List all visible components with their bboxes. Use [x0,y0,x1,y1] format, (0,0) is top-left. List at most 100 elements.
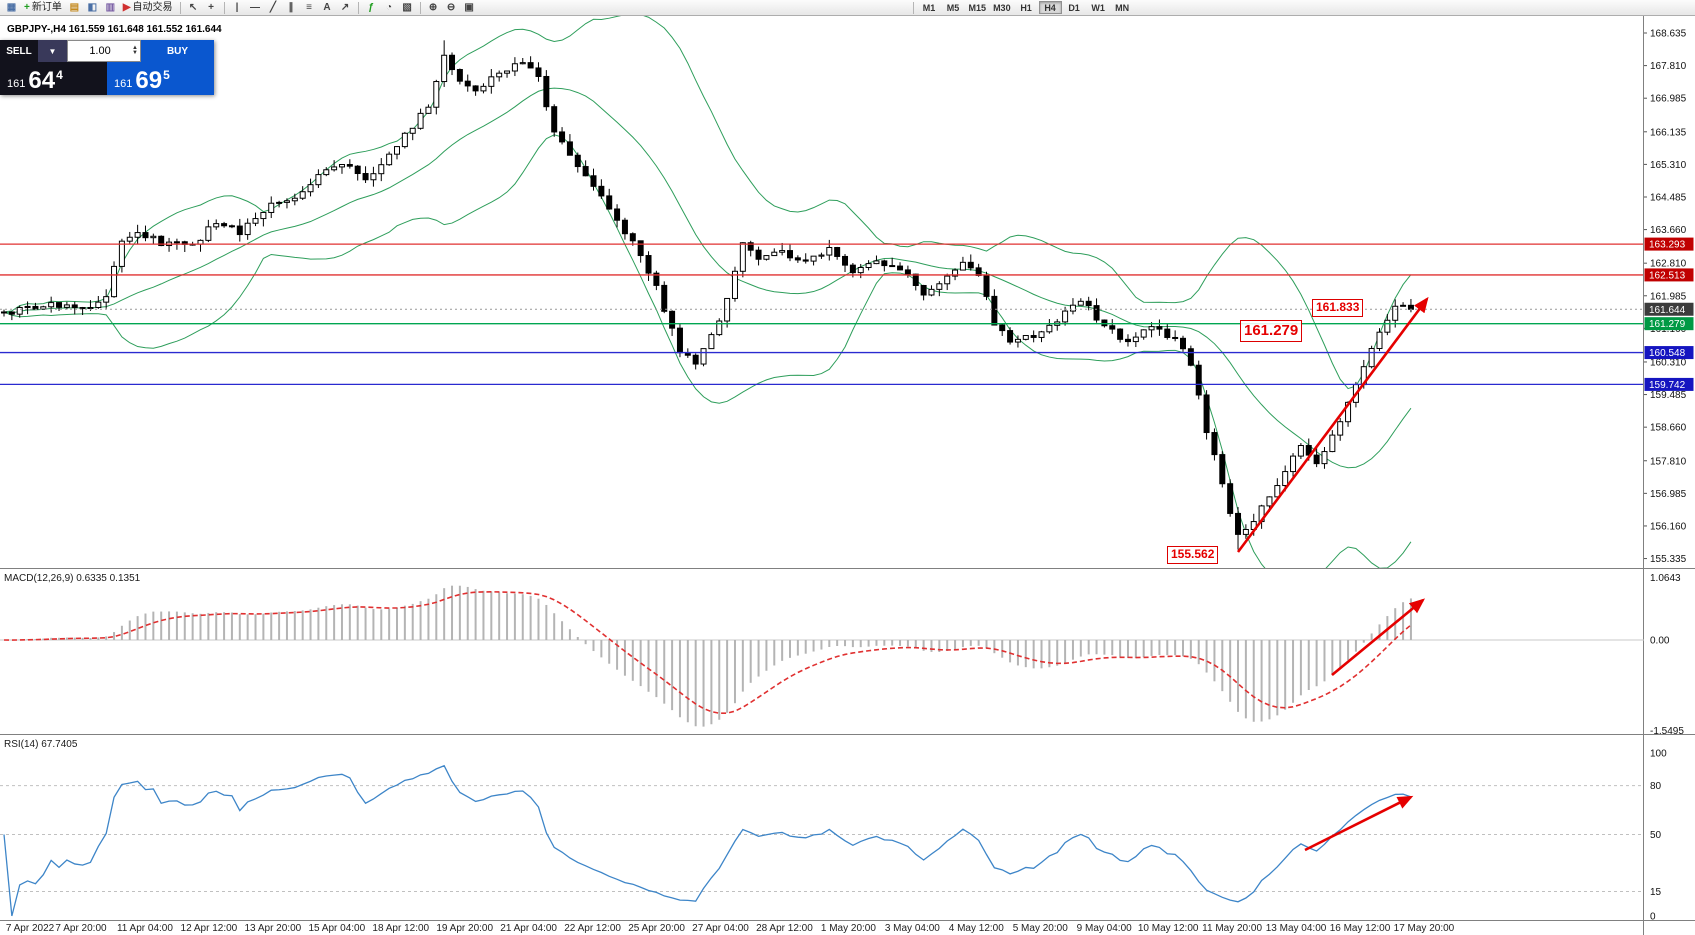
price-tag [1644,377,1694,391]
horizontal-line-icon[interactable]: ― [247,1,264,15]
svg-text:162.513: 162.513 [1649,270,1686,281]
timeframe-h1[interactable]: H1 [1020,2,1032,13]
time-axis-label: 11 May 20:00 [1202,923,1262,934]
price-annotation-161833[interactable]: 161.833 [1312,299,1364,317]
timeframe-mn[interactable]: MN [1115,2,1130,13]
price-annotation-155562[interactable]: 155.562 [1167,546,1219,564]
rsi-axis-tick: 80 [1650,781,1662,792]
market-watch-icon: ▤ [69,1,80,13]
templates-icon[interactable]: ▧ [399,1,416,15]
time-axis-label: 11 Apr 04:00 [117,923,173,934]
sell-button[interactable]: SELL [0,40,38,62]
navigator-icon[interactable]: ▥ [102,1,119,15]
buy-button[interactable]: BUY [141,40,214,62]
text-label-icon[interactable]: A [319,1,336,15]
channel-icon: ∥ [288,1,294,13]
time-axis-label: 7 Apr 20:00 [55,923,107,934]
arrow-tools-icon: ↗ [340,1,350,13]
trendline-icon: ╱ [270,1,277,13]
time-axis-label: 9 May 04:00 [1077,923,1132,934]
vertical-line-icon[interactable]: | [229,1,246,15]
time-axis-label: 27 Apr 04:00 [692,923,749,934]
rsi-axis-tick: 0 [1650,912,1656,923]
tile-windows-icon[interactable]: ▣ [461,1,478,15]
channel-icon[interactable]: ∥ [283,1,300,15]
bid-price-button[interactable]: 161 64 4 [0,62,107,95]
volume-input[interactable]: 1.00 ▲ ▼ [67,40,141,62]
timeframe-m15[interactable]: M15 [968,2,987,13]
time-axis-label: 21 Apr 04:00 [500,923,557,934]
indicators-icon[interactable]: ƒ [363,1,380,15]
price-axis-tick: 166.985 [1650,94,1687,105]
bollinger-band [3,87,1412,469]
data-window-icon[interactable]: ◧ [84,1,101,15]
price-axis-tick: 162.810 [1650,259,1687,270]
toolbar-separator [223,1,225,14]
macd-axis-tick: -1.5495 [1650,726,1684,737]
crosshair-icon: + [208,1,214,13]
time-axis-label: 28 Apr 12:00 [756,923,813,934]
price-axis-tick: 166.135 [1650,127,1687,138]
order-type-dropdown[interactable]: ▼ [38,40,67,62]
time-axis-label: 1 May 20:00 [821,923,876,934]
timeframe-m1[interactable]: M1 [922,2,936,13]
trend-arrow [1304,795,1414,852]
market-watch-icon[interactable]: ▤ [66,1,83,15]
macd-indicator-label: MACD(12,26,9) 0.6335 0.1351 [4,573,141,584]
new-order-button[interactable]: + 新订单 [21,1,65,15]
auto-trading-button[interactable]: ▶ 自动交易 [120,1,176,15]
price-axis-tick: 156.985 [1650,489,1687,500]
price-tag [1644,237,1694,251]
toolbar-separator [912,1,914,14]
price-axis-tick: 163.660 [1650,225,1687,236]
ask-price-button[interactable]: 161 69 5 [107,62,214,95]
zoom-in-icon[interactable]: ⊕ [425,1,442,15]
chevron-down-icon: ▼ [48,46,57,56]
macd-signal-line [3,591,1412,715]
ask-pipette: 5 [163,68,170,82]
new-chart-icon: ▦ [6,1,17,13]
fibonacci-icon[interactable]: ≡ [301,1,318,15]
bid-big-digits: 64 [28,67,56,94]
templates-icon: ▧ [402,1,412,13]
rsi-line [3,764,1412,917]
time-axis-label: 15 Apr 04:00 [308,923,365,934]
new-chart-icon[interactable]: ▦ [3,1,20,15]
auto-trading-icon: ▶ [122,1,131,13]
price-tag [1644,268,1694,282]
timeframe-m30[interactable]: M30 [993,2,1011,13]
zoom-out-icon[interactable]: ⊖ [443,1,460,15]
timeframe-w1[interactable]: W1 [1091,2,1105,13]
new-order-icon: + [24,1,30,13]
time-axis-label: 13 Apr 20:00 [244,923,301,934]
rsi-axis-tick: 50 [1650,830,1662,841]
price-annotation-161279[interactable]: 161.279 [1240,320,1303,342]
indicators-icon: ƒ [368,1,374,13]
price-tag [1644,346,1694,360]
time-axis-label: 4 May 12:00 [949,923,1004,934]
rsi-indicator-label: RSI(14) 67.7405 [4,739,78,750]
periods-icon[interactable]: ◔ [381,1,398,15]
volume-spinner[interactable]: ▲ ▼ [132,45,140,56]
arrow-tools-icon[interactable]: ↗ [337,1,354,15]
time-axis-label: 12 Apr 12:00 [181,923,238,934]
bid-pipette: 4 [56,68,63,82]
tile-windows-icon: ▣ [464,1,474,13]
macd-axis-tick: 0.00 [1650,636,1670,647]
crosshair-icon[interactable]: + [203,1,220,15]
rsi-panel [0,764,1644,917]
price-axis-tick: 161.985 [1650,291,1687,302]
spinner-up-icon[interactable]: ▲ [132,45,138,51]
cursor-icon[interactable]: ↖ [185,1,202,15]
price-axis-tick: 168.635 [1650,29,1687,40]
toolbar-separator [179,1,181,14]
spinner-down-icon[interactable]: ▼ [132,50,138,56]
periods-icon: ◔ [386,1,393,13]
timeframe-m5[interactable]: M5 [946,2,960,13]
ask-big-digits: 69 [135,67,163,94]
timeframe-d1[interactable]: D1 [1068,2,1080,13]
timeframe-h4[interactable]: H4 [1038,1,1062,14]
trendline-icon[interactable]: ╱ [265,1,282,15]
